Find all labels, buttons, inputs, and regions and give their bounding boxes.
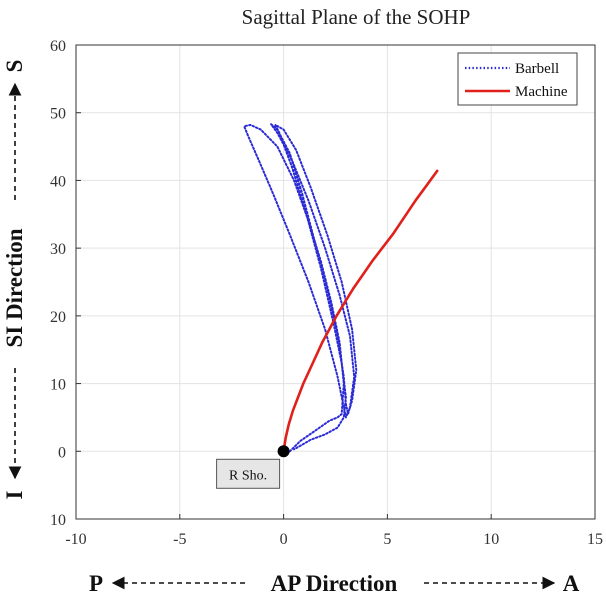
x-tick-label: 15 [587, 531, 603, 548]
y-tick-label: 50 [50, 106, 66, 123]
x-axis-negative-label: P [89, 571, 103, 596]
y-tick-label: 40 [50, 173, 66, 190]
y-axis-ticks: 10 0 10 20 30 40 50 60 [50, 38, 81, 529]
x-tick-label: 5 [383, 531, 391, 548]
x-axis-positive-label: A [563, 571, 580, 596]
annotation-label: R Sho. [229, 468, 267, 483]
x-tick-label: 0 [280, 531, 288, 548]
annotation-box [216, 458, 281, 489]
y-axis-label: SI Direction [2, 228, 27, 347]
series-line-barbell [243, 123, 358, 453]
plot-area-frame [75, 44, 596, 520]
y-tick-label: 10 [50, 512, 66, 529]
legend: Barbell Machine [457, 52, 578, 106]
y-tick-label: 20 [50, 309, 66, 326]
y-axis-negative-label: I [2, 490, 27, 499]
x-axis-label-group: P AP Direction A [89, 571, 580, 596]
x-tick-label: -5 [173, 531, 186, 548]
chart-title: Sagittal Plane of the SOHP [242, 5, 471, 29]
y-tick-label: 0 [58, 444, 66, 461]
legend-label-machine: Machine [515, 84, 568, 100]
x-tick-label: -10 [65, 531, 86, 548]
y-tick-label: 30 [50, 241, 66, 258]
legend-box [457, 52, 578, 106]
annotation-layer: R Sho. [216, 445, 290, 489]
x-axis-ticks: -10 -5 0 5 10 15 [65, 514, 603, 548]
x-tick-label: 10 [483, 531, 499, 548]
legend-label-barbell: Barbell [515, 61, 559, 77]
x-axis-label: AP Direction [271, 571, 398, 596]
y-tick-label: 60 [50, 38, 66, 55]
y-axis-positive-label: S [2, 60, 27, 73]
y-axis-label-group: S SI Direction I [2, 60, 27, 500]
y-tick-label: 10 [50, 377, 66, 394]
series-layer [243, 123, 439, 453]
series-line-machine [282, 169, 439, 453]
shoulder-marker [277, 445, 290, 458]
